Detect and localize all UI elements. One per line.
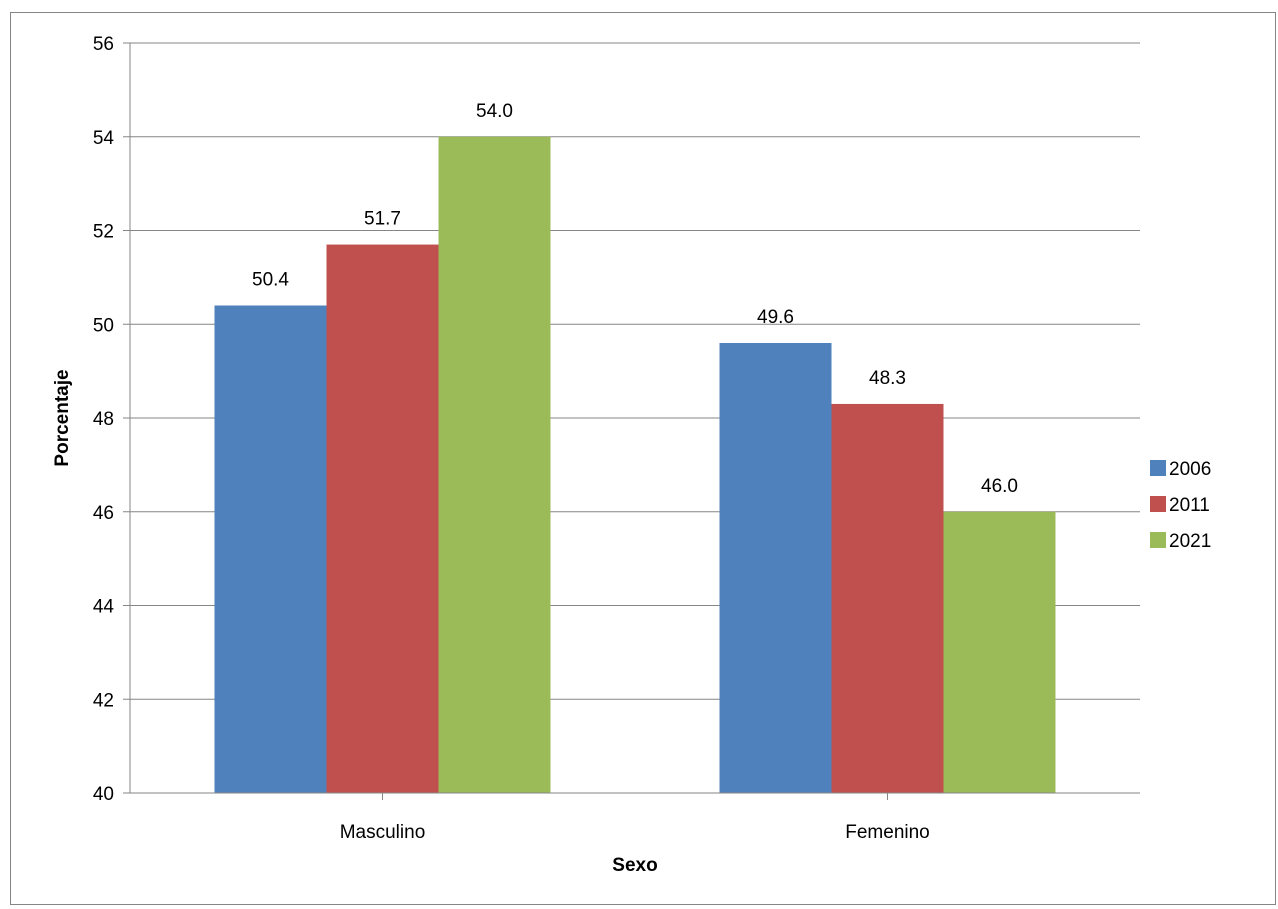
x-tick-mark: [382, 793, 383, 800]
legend-swatch-2011: [1150, 496, 1166, 512]
data-label: 49.6: [757, 307, 794, 328]
bar-femenino-2021: [943, 511, 1056, 793]
data-label: 51.7: [364, 209, 401, 230]
y-tick-label: 50: [93, 315, 114, 336]
x-tick-mark: [887, 793, 888, 800]
y-tick-label: 42: [93, 690, 114, 711]
data-labels: 50.4 51.7 54.0 49.6 48.3 46.0: [252, 101, 1018, 497]
bar-masculino-2021: [438, 136, 551, 793]
bar-masculino-2006: [214, 305, 327, 793]
data-label: 54.0: [476, 101, 513, 122]
category-labels: Masculino Femenino: [340, 793, 930, 843]
legend-label-2006: 2006: [1169, 459, 1211, 480]
legend-swatch-2006: [1150, 460, 1166, 476]
category-label-femenino: Femenino: [845, 822, 930, 843]
legend-label-2011: 2011: [1169, 495, 1210, 516]
y-tick-label: 40: [93, 784, 114, 805]
y-tick-labels: 40 42 44 46 48 50 52 54 56: [93, 34, 115, 805]
bar-femenino-2006: [719, 343, 832, 793]
bars: [214, 136, 1056, 793]
data-label: 48.3: [869, 368, 906, 389]
data-label: 50.4: [252, 270, 289, 291]
legend: 2006 2011 2021: [1150, 459, 1211, 552]
y-tick-label: 46: [93, 503, 114, 524]
y-tick-label: 44: [93, 597, 115, 618]
y-tick-label: 52: [93, 222, 114, 243]
data-label: 46.0: [981, 476, 1018, 497]
x-axis-title: Sexo: [612, 855, 657, 876]
legend-label-2021: 2021: [1169, 531, 1211, 552]
y-axis-title: Porcentaje: [52, 369, 73, 466]
y-tick-label: 54: [93, 128, 115, 149]
y-tick-label: 48: [93, 409, 114, 430]
bar-femenino-2011: [831, 403, 944, 793]
legend-swatch-2021: [1150, 532, 1166, 548]
y-tick-label: 56: [93, 34, 114, 55]
bar-masculino-2011: [326, 244, 439, 793]
category-label-masculino: Masculino: [340, 822, 426, 843]
